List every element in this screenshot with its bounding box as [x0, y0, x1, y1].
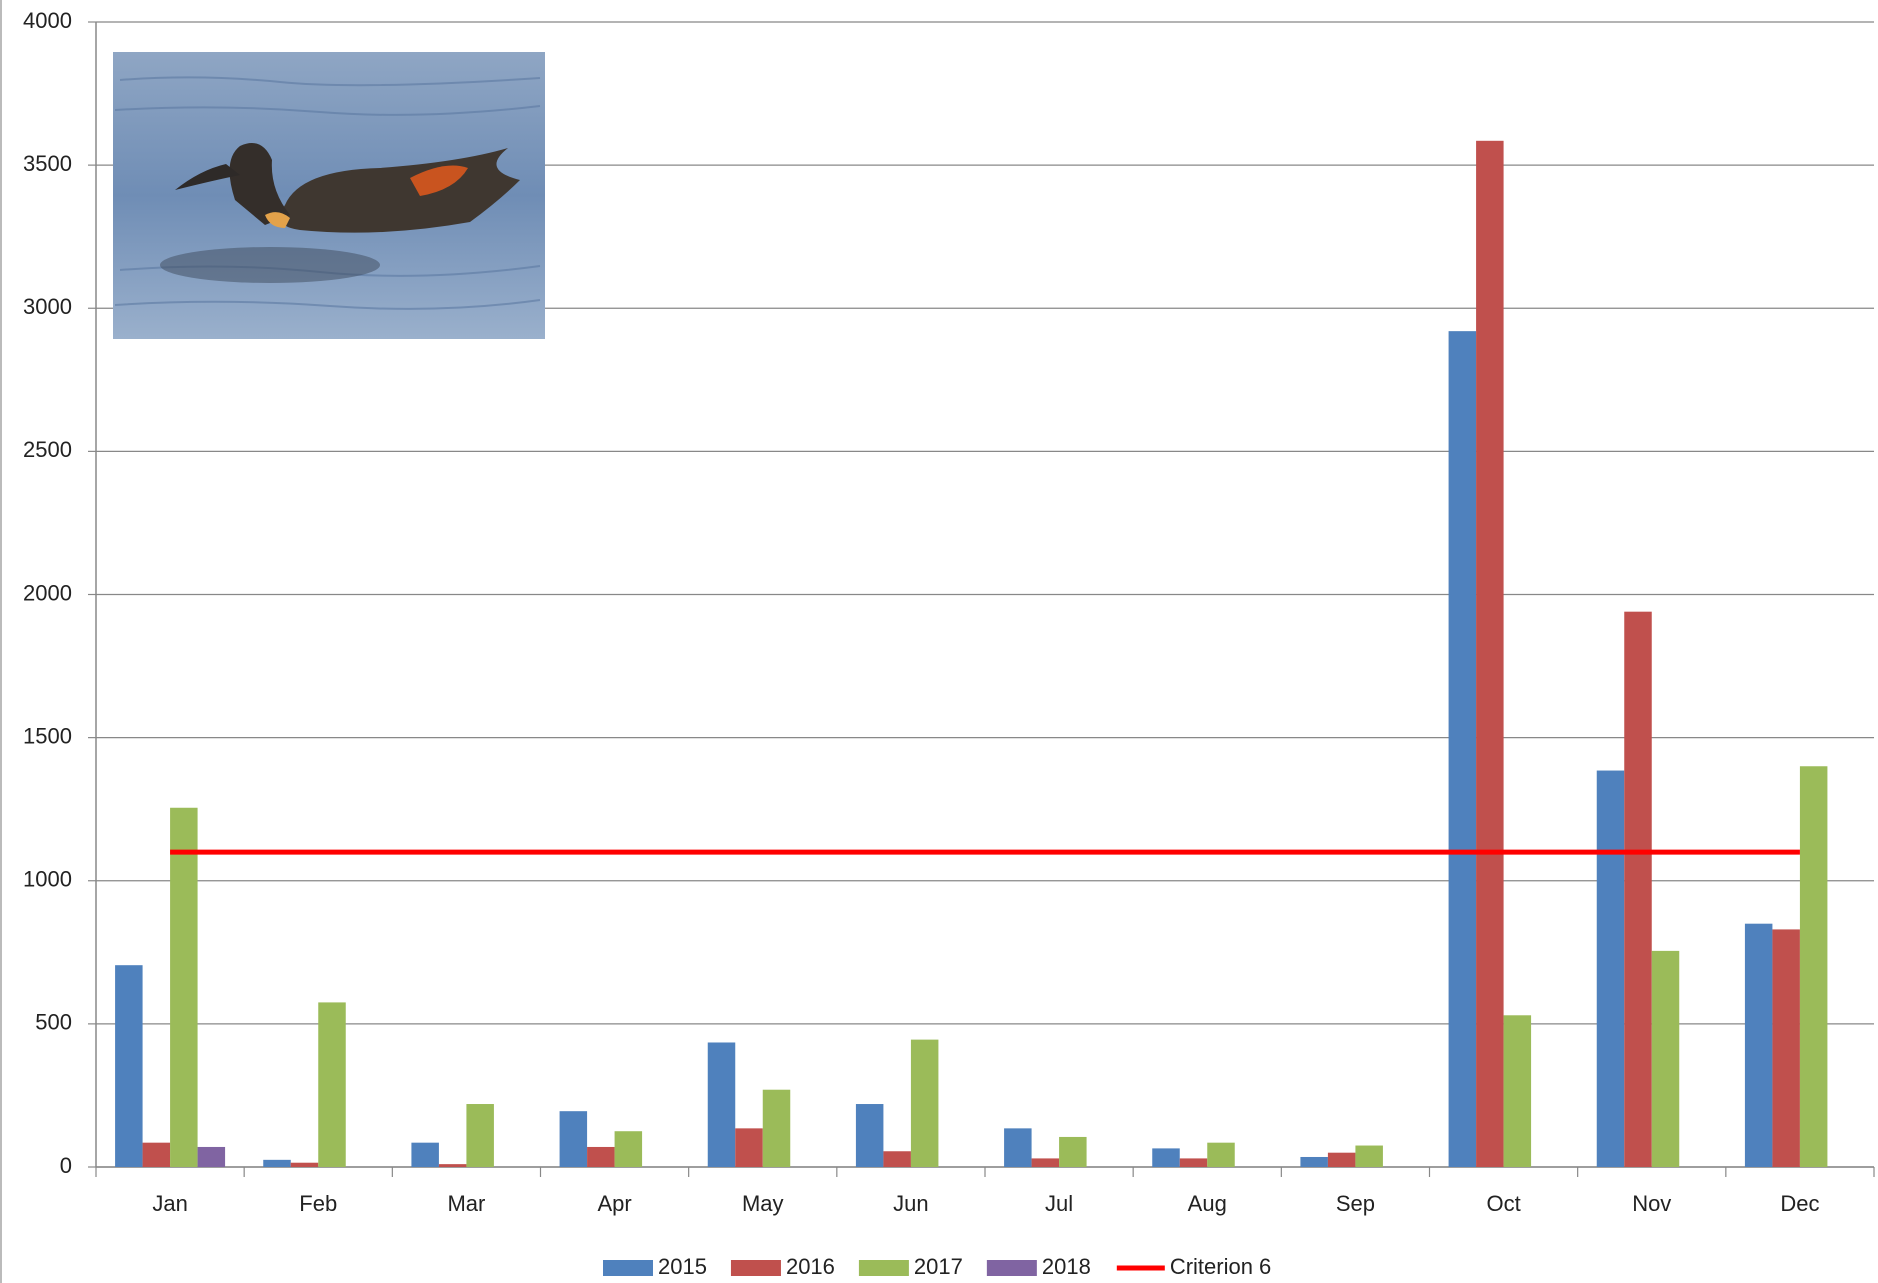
bar: [115, 965, 143, 1167]
legend-label: 2017: [914, 1254, 963, 1279]
x-tick-label: Mar: [447, 1191, 485, 1216]
x-tick-label: Dec: [1780, 1191, 1819, 1216]
bar: [1152, 1148, 1180, 1167]
y-tick-label: 1000: [23, 867, 72, 892]
y-tick-label: 500: [35, 1010, 72, 1035]
y-tick-label: 1500: [23, 723, 72, 748]
x-tick-label: Nov: [1632, 1191, 1671, 1216]
bar: [910, 1039, 939, 1167]
legend-swatch: [603, 1260, 653, 1276]
legend-label: 2016: [786, 1254, 835, 1279]
bar: [438, 1164, 467, 1167]
x-tick-label: Sep: [1336, 1191, 1375, 1216]
bar: [411, 1142, 439, 1167]
bar: [263, 1159, 291, 1167]
x-tick-label: Oct: [1486, 1191, 1520, 1216]
bar: [1799, 766, 1828, 1167]
bar: [1179, 1158, 1208, 1167]
x-tick-label: Jan: [152, 1191, 187, 1216]
legend-swatch: [730, 1260, 781, 1276]
y-tick-label: 3500: [23, 151, 72, 176]
bar: [1031, 1158, 1060, 1167]
bar: [1448, 331, 1477, 1167]
y-tick-label: 4000: [23, 8, 72, 33]
bar: [1207, 1142, 1235, 1167]
bar: [318, 1002, 346, 1167]
legend-swatch: [858, 1260, 909, 1276]
y-tick-label: 2500: [23, 437, 72, 462]
legend-label: 2018: [1042, 1254, 1091, 1279]
x-tick-label: Feb: [299, 1191, 337, 1216]
bar: [587, 1146, 615, 1167]
legend-label: 2015: [658, 1254, 707, 1279]
bar: [466, 1104, 494, 1167]
bar: [1744, 923, 1773, 1167]
y-tick-label: 2000: [23, 580, 72, 605]
bar: [1476, 140, 1504, 1168]
bar: [707, 1042, 736, 1167]
plot-area: 0 500 1000 1500 2000 2500 3000 3500 4000 Jan Feb Ma…: [23, 8, 1875, 1216]
x-tick-label: Jul: [1045, 1191, 1073, 1216]
bar: [1059, 1136, 1087, 1167]
bar: [1772, 929, 1800, 1167]
bar: [855, 1104, 884, 1167]
bar: [559, 1111, 588, 1167]
bar: [614, 1131, 643, 1167]
legend: 2015 2016 2017 2018 Criterion 6: [603, 1254, 1271, 1279]
bar: [1651, 950, 1680, 1167]
bar: [142, 1142, 171, 1167]
bar: [290, 1162, 319, 1167]
bar: [1300, 1156, 1328, 1167]
bar: [1624, 611, 1652, 1167]
legend-label: Criterion 6: [1170, 1254, 1271, 1279]
bar: [1503, 1015, 1532, 1167]
x-tick-label: Aug: [1188, 1191, 1227, 1216]
x-tick-label: Jun: [893, 1191, 928, 1216]
bar: [1355, 1145, 1383, 1167]
bar: [197, 1146, 226, 1167]
bar: [1004, 1128, 1032, 1167]
x-tick-label: Apr: [597, 1191, 631, 1216]
bar: [883, 1151, 911, 1167]
duck-photo: [113, 52, 545, 339]
bar: [1327, 1152, 1356, 1167]
bar: [762, 1089, 791, 1167]
bar: [1596, 770, 1625, 1167]
bar: [735, 1128, 763, 1167]
x-tick-label: May: [742, 1191, 784, 1216]
legend-swatch: [986, 1260, 1037, 1276]
y-tick-label: 3000: [23, 294, 72, 319]
bar: [170, 807, 198, 1167]
y-tick-label: 0: [60, 1153, 72, 1178]
